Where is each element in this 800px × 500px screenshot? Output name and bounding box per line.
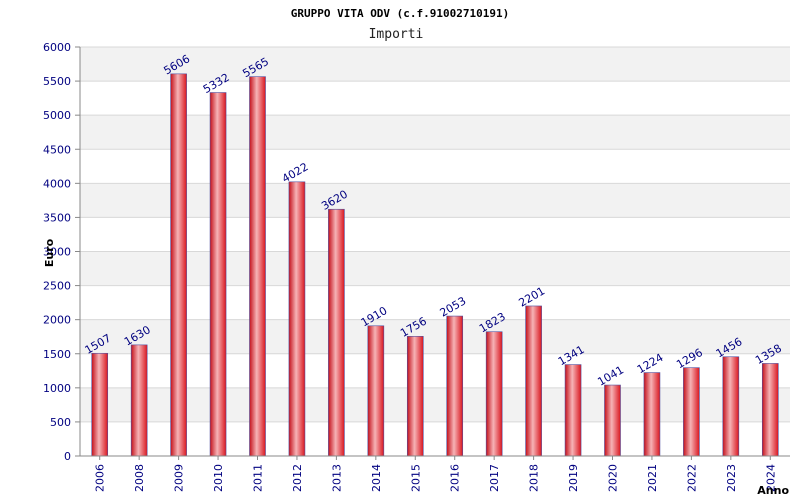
bar [328,208,345,457]
bar [564,364,582,457]
bar [406,335,424,457]
x-tick-label: 2024 [764,464,777,492]
x-tick-label: 2020 [607,464,620,492]
bar [485,331,503,457]
bar [446,315,464,457]
y-axis-ticks: 0 500 1000 1500 2000 2500 3000 3500 4000 4500 5000… [43,41,80,463]
bar [288,181,306,457]
bar [130,344,148,457]
bar [722,356,740,457]
x-tick-label: 2021 [646,464,659,492]
y-tick-label: 4000 [43,177,71,190]
x-axis-ticks: 2006 2008 2009 2010 2011 2012 2013 2014 2015 2016… [94,456,777,492]
y-tick-label: 500 [50,416,71,429]
x-tick-label: 2008 [133,464,146,492]
grid-band [80,387,790,422]
bar [367,325,385,457]
x-tick-label: 2023 [725,464,738,492]
x-tick-label: 2017 [488,464,501,492]
bars [91,73,779,457]
chart-title: GRUPPO VITA ODV (c.f.91002710191) [291,7,510,20]
grid-band [80,183,790,218]
y-tick-label: 4500 [43,143,71,156]
x-tick-label: 2009 [173,464,186,492]
grid-band [80,251,790,286]
x-tick-label: 2014 [370,464,383,492]
x-tick-label: 2013 [330,464,343,492]
x-tick-label: 2019 [567,464,580,492]
bar [683,367,700,457]
y-tick-label: 2000 [43,314,71,327]
grid-band [80,47,790,82]
x-tick-label: 2022 [685,464,698,492]
y-tick-label: 1500 [43,348,71,361]
y-tick-label: 6000 [43,41,71,54]
grid-bands [80,47,790,422]
bar [170,73,187,457]
y-tick-label: 0 [64,450,71,463]
x-tick-label: 2006 [94,464,107,492]
bar [525,305,542,457]
y-tick-label: 5000 [43,109,71,122]
bar [91,352,109,457]
grid-band [80,115,790,150]
bar [604,384,621,457]
y-tick-label: 5500 [43,75,71,88]
grid-band [80,319,790,354]
chart-subtitle: Importi [369,27,424,42]
x-tick-label: 2011 [252,464,265,492]
x-tick-label: 2016 [449,464,462,492]
x-tick-label: 2018 [528,464,541,492]
bar [249,76,266,457]
y-tick-label: 3500 [43,211,71,224]
bar [643,372,661,457]
x-tick-label: 2010 [212,464,225,492]
bar [761,363,779,457]
x-tick-label: 2015 [409,464,422,492]
bar [209,92,227,457]
y-tick-label: 1000 [43,382,71,395]
y-axis-label: Euro [43,238,56,267]
x-axis-label: Anno [757,484,789,497]
y-tick-label: 3000 [43,246,71,259]
x-tick-label: 2012 [291,464,304,492]
y-tick-label: 2500 [43,280,71,293]
